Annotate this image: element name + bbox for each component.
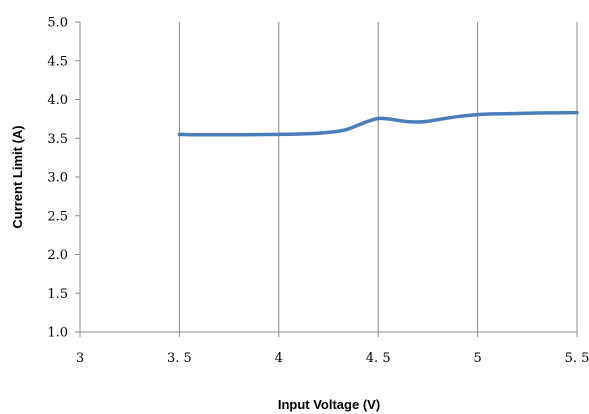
x-tick-label: 4. 5	[366, 351, 391, 366]
y-tick-label: 1.0	[47, 326, 68, 341]
y-axis-title: Current Limit (A)	[10, 125, 25, 228]
tick-labels: 1.0 1.5 2.0 2.5 3.0 3.5 4.0 4.5 5.0 3 3. 5 4 4. 5 5 5.…	[47, 16, 589, 367]
axes	[75, 21, 578, 337]
y-tick-label: 3.0	[47, 171, 68, 186]
x-tick-label: 3. 5	[167, 351, 192, 366]
y-tick-label: 4.5	[47, 54, 68, 69]
x-tick-label: 3	[76, 351, 84, 366]
x-tick-label: 4	[275, 351, 283, 366]
y-tick-label: 5.0	[47, 16, 68, 31]
y-tick-label: 3.5	[47, 132, 68, 147]
y-tick-label: 1.5	[47, 287, 68, 302]
y-tick-label: 4.0	[47, 93, 68, 108]
x-tick-label: 5	[473, 351, 481, 366]
y-tick-label: 2.0	[47, 248, 68, 263]
x-tick-label: 5. 5	[565, 351, 589, 366]
gridlines	[178, 22, 578, 332]
series-layer	[177, 110, 579, 137]
x-axis-title: Input Voltage (V)	[278, 397, 380, 412]
series-line	[177, 110, 579, 137]
y-tick-label: 2.5	[47, 209, 68, 224]
